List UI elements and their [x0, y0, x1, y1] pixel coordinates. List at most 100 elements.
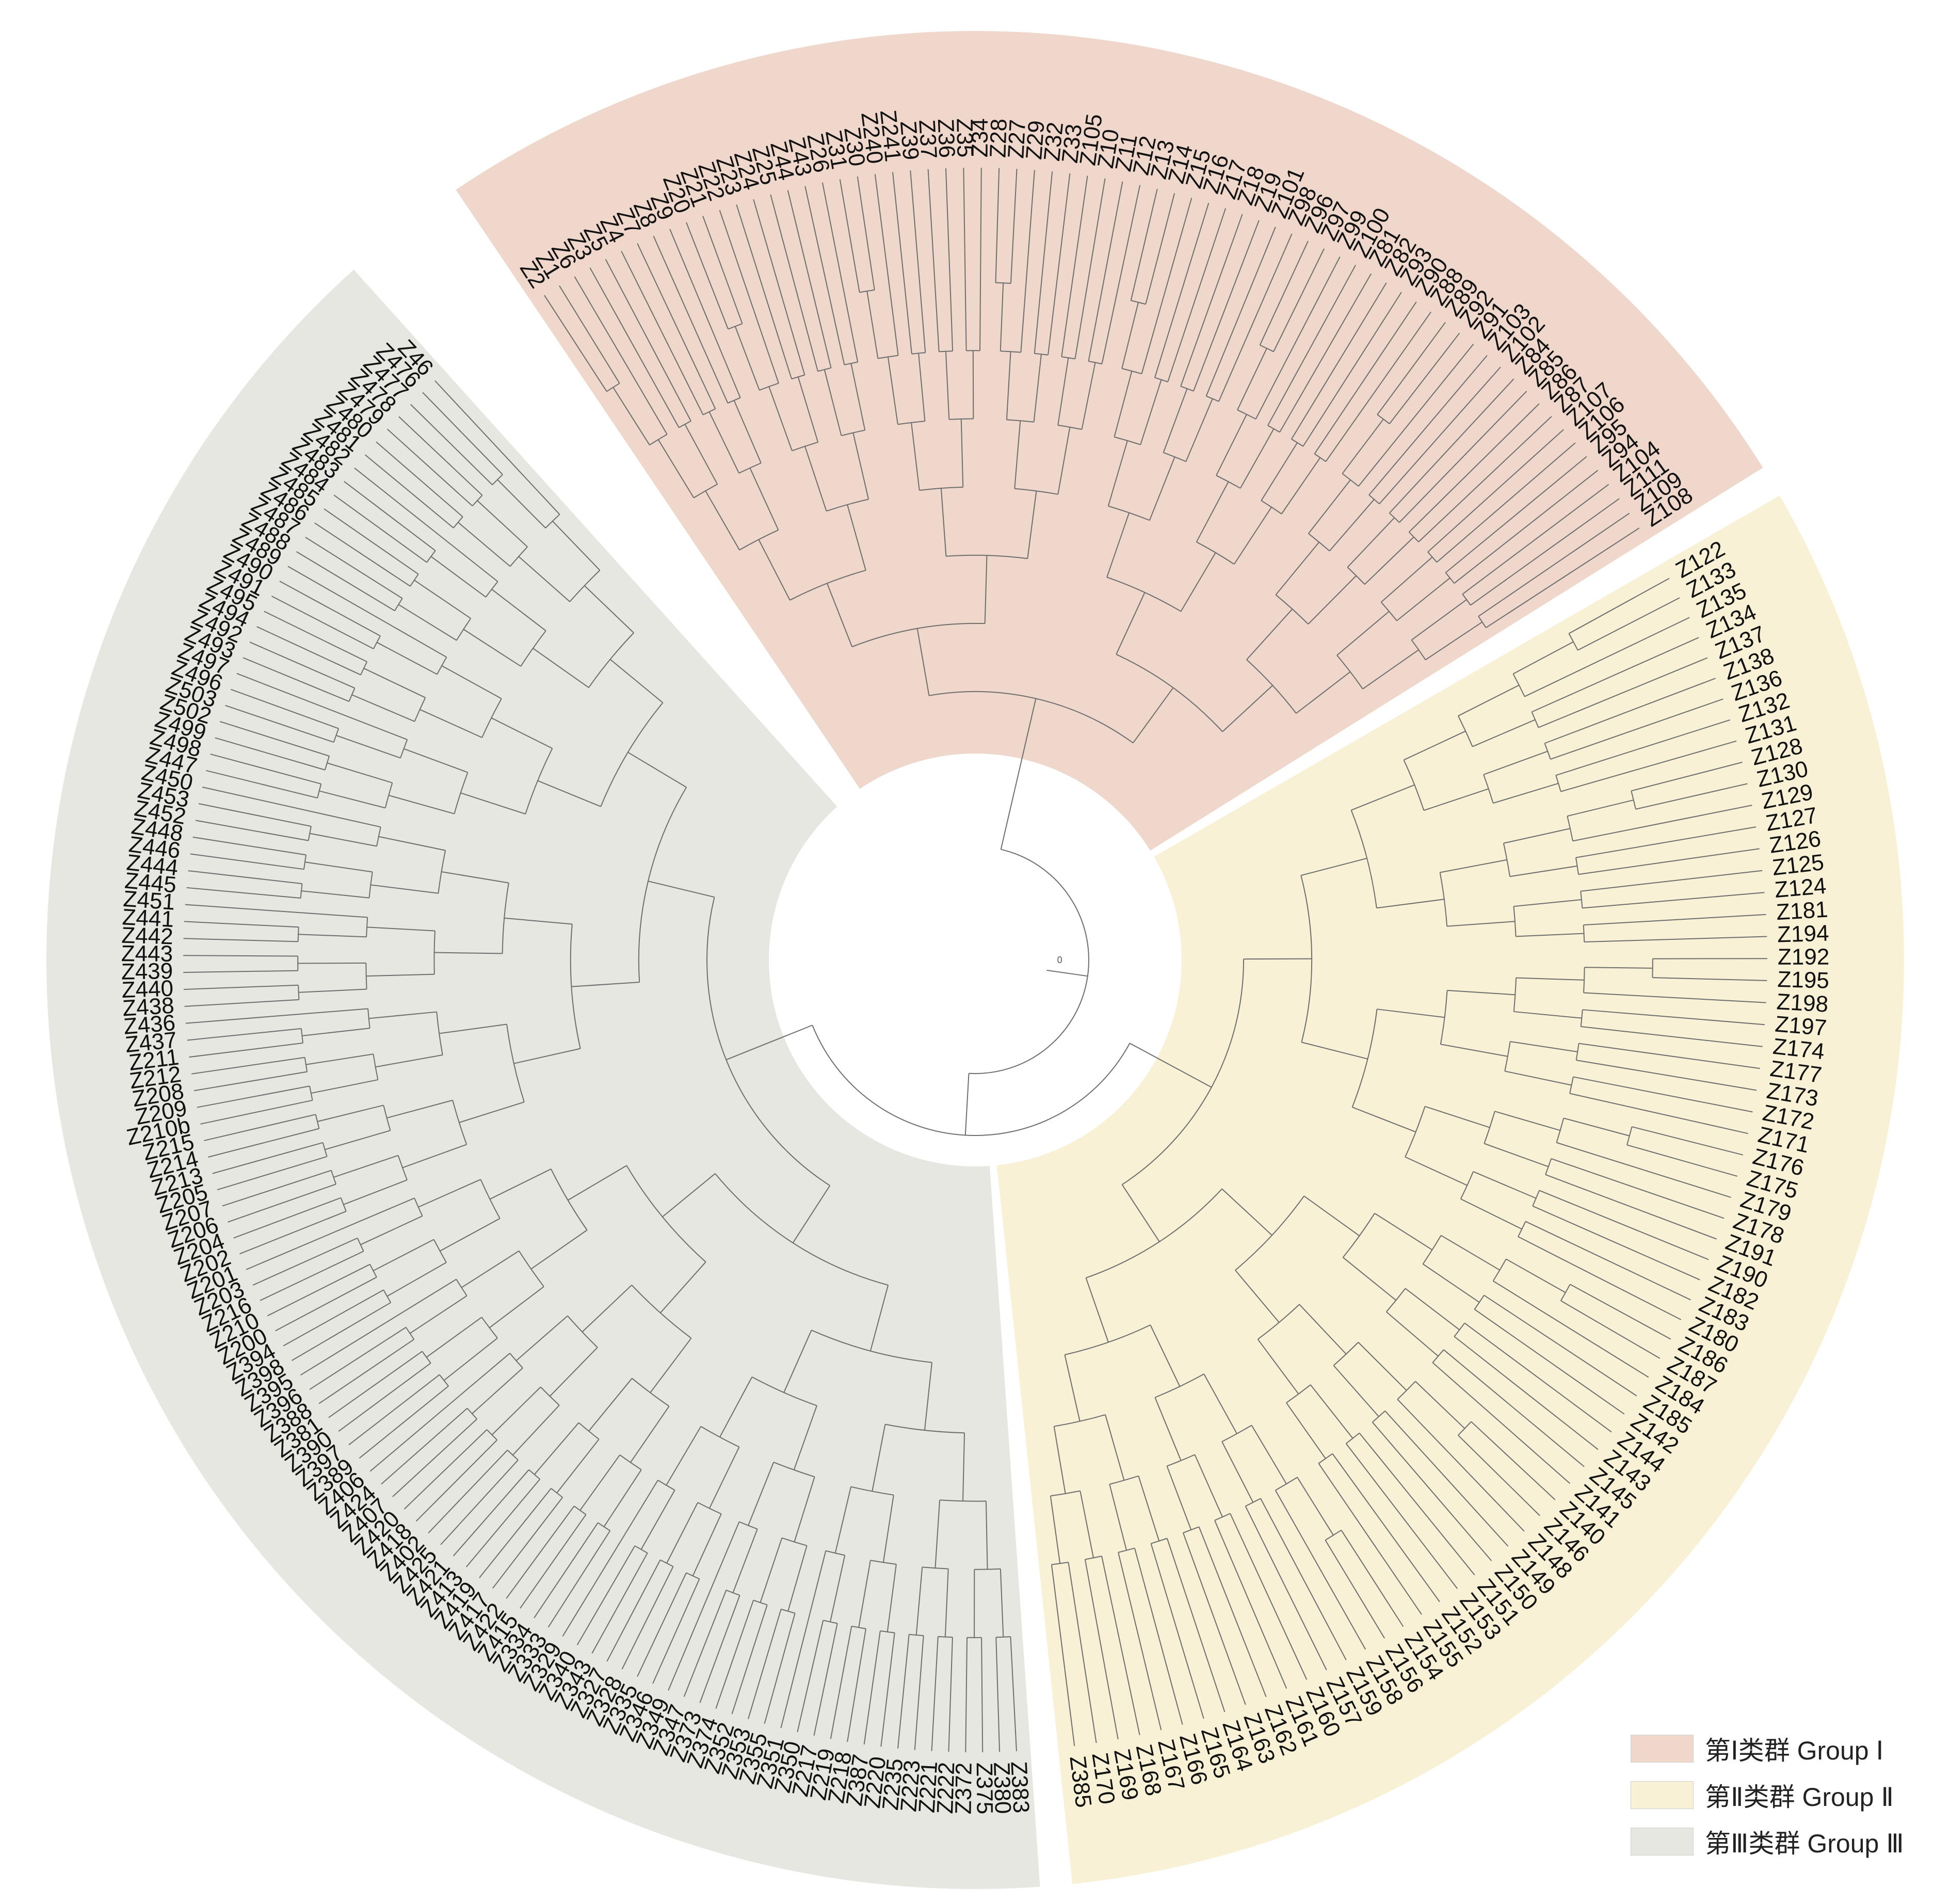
internal-branch [1140, 379, 1162, 445]
leaf-branch [1341, 1530, 1404, 1627]
leaf-branch [1118, 1552, 1162, 1731]
leaf-branch [945, 168, 954, 351]
leaf-label: Z36 [933, 118, 960, 158]
internal-branch [858, 1560, 871, 1628]
leaf-branch [225, 705, 334, 743]
internal-branch [666, 1502, 699, 1564]
internal-branch [1300, 857, 1367, 876]
leaf-branch [1635, 783, 1748, 810]
internal-branch [441, 665, 502, 699]
internal-branch [409, 1295, 468, 1334]
leaf-branch [1255, 256, 1341, 420]
leaf-branch [354, 467, 498, 582]
legend: 第Ⅰ类群 Group Ⅰ 第Ⅱ类群 Group Ⅱ 第Ⅲ类群 Group Ⅲ [1631, 1732, 1945, 1871]
leaf-branch [264, 611, 367, 663]
internal-branch [659, 1261, 706, 1314]
leaf-branch [1230, 1513, 1308, 1680]
leaf-branch [208, 1128, 319, 1158]
internal-branch [1447, 989, 1516, 996]
leaf-branch [1389, 378, 1514, 514]
internal-branch [1303, 1195, 1360, 1237]
leaf-label: Z125 [1771, 850, 1825, 881]
internal-branch [1216, 414, 1247, 476]
leaf-branch [753, 199, 805, 375]
leaf-branch [1167, 208, 1227, 382]
leaf-branch [1569, 1093, 1748, 1134]
leaf-branch [1379, 366, 1501, 504]
internal-branch [1257, 1339, 1299, 1395]
leaf-branch [1377, 322, 1446, 415]
leaf-branch [1245, 1506, 1327, 1671]
internal-branch [887, 1564, 897, 1632]
leaf-branch [246, 1197, 415, 1270]
internal-branch [1275, 541, 1320, 596]
leaf-branch [1550, 698, 1723, 760]
leaf-branch [309, 1326, 407, 1390]
leaf-branch [1652, 977, 1767, 981]
internal-branch [1411, 599, 1467, 641]
internal-branch [310, 833, 377, 847]
internal-branch [513, 1048, 581, 1064]
internal-branch [388, 795, 455, 814]
internal-branch [847, 504, 866, 571]
internal-branch [960, 419, 964, 487]
leaf-branch [1474, 1308, 1625, 1415]
internal-branch [1033, 354, 1042, 422]
leaf-branch [198, 803, 312, 827]
internal-branch [378, 836, 446, 851]
legend-swatch-group-2 [1631, 1781, 1694, 1809]
leaf-branch [200, 1099, 313, 1125]
internal-branch [719, 1377, 753, 1437]
leaf-branch [576, 1545, 636, 1645]
leaf-branch [1471, 1421, 1556, 1500]
internal-branch [491, 588, 546, 631]
internal-branch [1296, 671, 1351, 714]
leaf-branch [1384, 1410, 1509, 1547]
internal-branch [1380, 556, 1433, 603]
internal-branch [584, 585, 634, 633]
internal-branch [1440, 859, 1507, 873]
internal-branch [650, 1338, 692, 1393]
leaf-branch [683, 1590, 727, 1697]
internal-branch [439, 1023, 507, 1034]
leaf-branch [222, 1170, 332, 1207]
leaf-branch [324, 508, 419, 575]
leaf-branch [440, 1460, 519, 1545]
internal-branch [327, 762, 393, 783]
leaf-branch [995, 168, 1000, 283]
leaf-branch [348, 1374, 440, 1446]
leaf-branch [422, 392, 503, 475]
leaf-branch [534, 1522, 599, 1619]
leaf-branch [1572, 805, 1752, 842]
leaf-branch [574, 276, 668, 435]
leaf-branch [1545, 1174, 1717, 1240]
internal-branch [1085, 1277, 1109, 1342]
leaf-branch [1302, 292, 1402, 447]
internal-branch [792, 1185, 831, 1243]
group-sector-1 [456, 30, 1763, 851]
leaf-branch [1372, 1421, 1492, 1561]
leaf-branch [189, 1042, 303, 1058]
leaf-branch [1275, 1490, 1366, 1650]
internal-branch [940, 488, 947, 556]
leaf-branch [857, 176, 875, 290]
internal-branch [351, 694, 415, 722]
internal-branch [398, 604, 457, 641]
internal-branch [869, 1285, 889, 1351]
leaf-branch [369, 1353, 510, 1472]
legend-item-group-2: 第Ⅱ类群 Group Ⅱ [1631, 1778, 1945, 1812]
leaf-branch [813, 1623, 838, 1736]
internal-branch [1509, 865, 1577, 877]
leaf-branch [979, 168, 982, 351]
internal-branch [1460, 1198, 1522, 1230]
leaf-branch [1525, 1221, 1691, 1301]
internal-branch [1000, 1569, 1004, 1637]
leaf-branch [839, 179, 860, 293]
internal-branch [1358, 1341, 1407, 1391]
internal-branch [1105, 1414, 1125, 1481]
leaf-label: Z192 [1778, 945, 1829, 970]
internal-branch [1053, 1426, 1066, 1494]
internal-branch [360, 1215, 423, 1245]
leaf-branch [1462, 484, 1609, 595]
leaf-branch [1484, 1294, 1637, 1397]
